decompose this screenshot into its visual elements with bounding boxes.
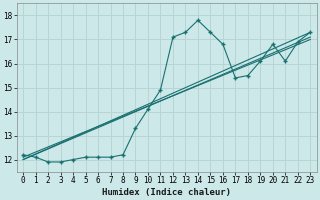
X-axis label: Humidex (Indice chaleur): Humidex (Indice chaleur) xyxy=(102,188,231,197)
